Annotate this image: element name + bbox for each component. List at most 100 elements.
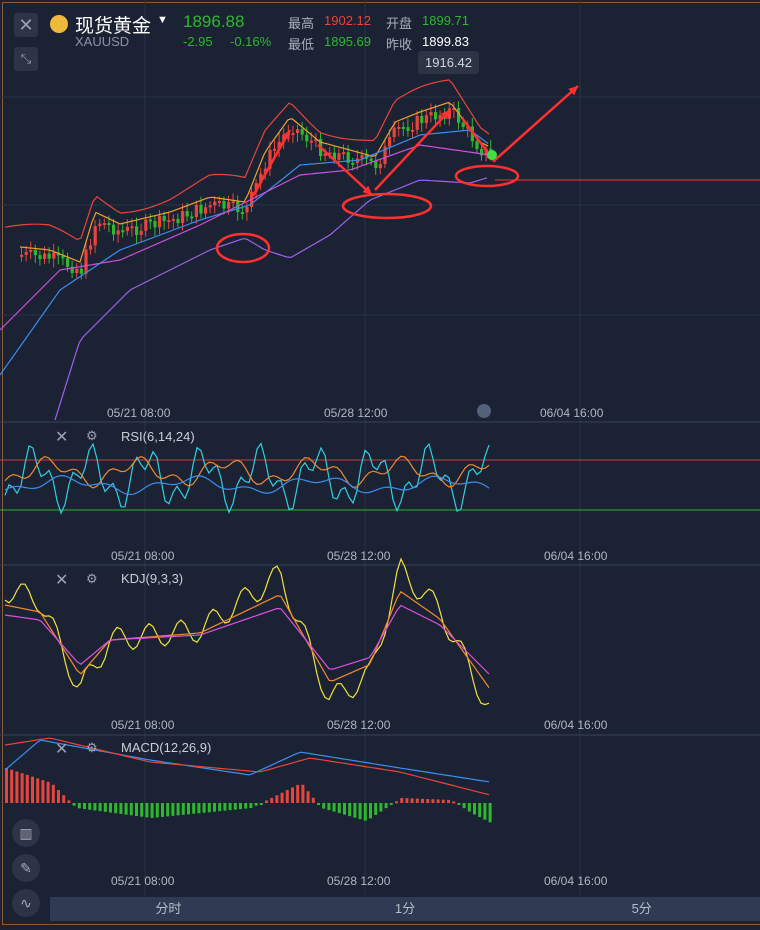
high-label: 最高 [288, 16, 315, 31]
macd-bar [265, 800, 268, 803]
macd-bar [25, 774, 29, 803]
kdj-k [4, 604, 490, 675]
candle [227, 201, 231, 209]
macd-bar [124, 803, 128, 815]
candle [296, 129, 300, 134]
macd-bar [306, 791, 310, 803]
macd-bar [244, 803, 248, 809]
macd-bar [213, 803, 216, 812]
macd-bar [187, 803, 190, 815]
candle [240, 212, 244, 215]
annotation-circle [341, 192, 433, 220]
macd-bar [467, 803, 471, 812]
price-change-pct: -0.16% [230, 34, 272, 49]
macd-bar [114, 803, 118, 814]
settings-kdj-icon[interactable]: ⚙ [86, 571, 98, 586]
candle [194, 204, 198, 218]
current-price-dot [487, 150, 497, 160]
candle [93, 226, 97, 246]
macd-bar [145, 803, 149, 818]
kdj-d [4, 590, 490, 688]
candle [24, 251, 28, 255]
tab-1min[interactable]: 1分 [394, 901, 416, 916]
macd-bar [176, 803, 180, 816]
bollinger-lower [54, 177, 488, 421]
macd-bar [155, 803, 159, 818]
x-tick: 05/21 08:00 [107, 406, 171, 420]
macd-bar [353, 803, 357, 818]
candle [66, 258, 70, 267]
macd-bar [83, 803, 86, 810]
candle [130, 226, 134, 229]
macd-bar [223, 803, 227, 811]
candle [162, 215, 166, 221]
annotation-arrow [251, 129, 292, 197]
macd-bar [77, 803, 81, 809]
macd-bar [441, 799, 445, 803]
candle [20, 254, 24, 257]
macd-bar [358, 803, 362, 820]
candle [116, 230, 120, 235]
pencil-icon[interactable]: ✎ [12, 854, 40, 882]
macd-bar [62, 795, 66, 803]
candle [135, 226, 139, 235]
tab-timeshare[interactable]: 分时 [155, 901, 182, 916]
candle [190, 216, 194, 219]
candle [434, 112, 438, 120]
candle [438, 114, 442, 120]
macd-bar [488, 803, 492, 823]
macd-bar [207, 803, 211, 813]
x-tick: 06/04 16:00 [544, 718, 608, 732]
collapse-icon[interactable]: ⤡ [14, 47, 38, 71]
macd-bar [395, 801, 398, 804]
macd-bar [296, 784, 300, 803]
rsi-label: RSI(6,14,24) [121, 429, 195, 444]
candle [153, 221, 157, 228]
macd-bar [166, 803, 170, 817]
macd-bar [337, 803, 341, 814]
candle [351, 162, 355, 165]
annotation-arrow [317, 144, 373, 196]
candle [33, 250, 37, 256]
candle [461, 122, 465, 128]
macd-bar [98, 803, 102, 812]
close-macd-icon[interactable]: ✕ [55, 741, 69, 758]
candle [259, 173, 263, 184]
macd-bar [20, 773, 24, 803]
annotation-circle [454, 164, 520, 188]
candle [204, 207, 208, 214]
macd-bar [374, 803, 378, 815]
macd-bar [57, 790, 60, 803]
candle [47, 253, 51, 259]
close-button[interactable]: ✕ [14, 13, 38, 37]
candle [401, 126, 405, 129]
candle [70, 266, 74, 274]
arrow-head [568, 86, 578, 96]
macd-dif [4, 739, 490, 783]
candle [475, 141, 479, 149]
arrow-head [440, 110, 450, 120]
macd-bar [233, 803, 237, 810]
macd-bar [202, 803, 206, 813]
candle [167, 220, 171, 223]
macd-bar [447, 799, 450, 803]
candle [98, 223, 102, 227]
candlestick-icon[interactable]: ▥ [12, 819, 40, 847]
candle [388, 137, 392, 147]
macd-bar [415, 798, 419, 803]
close-kdj-icon[interactable]: ✕ [55, 572, 69, 589]
indicator-icon[interactable]: ∿ [12, 889, 40, 917]
candle [305, 134, 309, 142]
settings-rsi-icon[interactable]: ⚙ [86, 428, 98, 443]
macd-bar [280, 792, 284, 803]
macd-bar [249, 803, 253, 809]
instrument-name[interactable]: 现货黄金 [75, 16, 152, 37]
tab-5min[interactable]: 5分 [631, 901, 652, 916]
macd-bar [483, 803, 487, 820]
candle [79, 268, 83, 274]
close-rsi-icon[interactable]: ✕ [55, 429, 69, 446]
macd-dea [4, 737, 490, 796]
settings-macd-icon[interactable]: ⚙ [86, 740, 98, 755]
chevron-down-icon[interactable]: ▼ [157, 14, 168, 26]
